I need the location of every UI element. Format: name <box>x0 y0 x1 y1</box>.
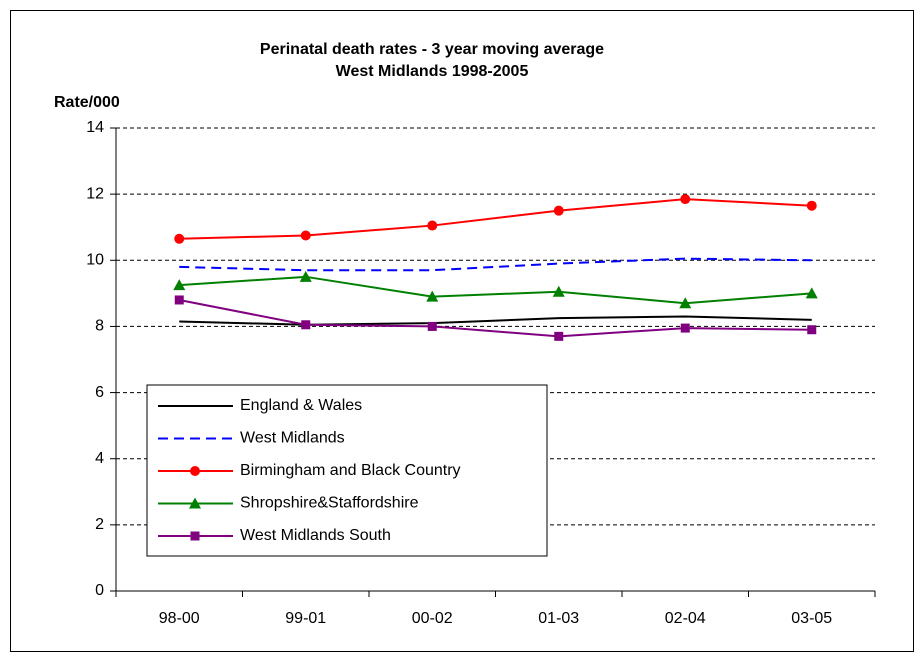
y-tick-label: 10 <box>86 252 104 269</box>
marker <box>806 200 817 211</box>
marker <box>427 220 438 231</box>
y-tick-label: 4 <box>95 450 104 467</box>
series-line <box>179 257 812 272</box>
marker <box>174 233 185 244</box>
marker <box>189 497 201 509</box>
marker <box>679 297 692 309</box>
marker <box>299 270 312 282</box>
series-line <box>179 315 812 326</box>
y-axis-label: Rate/000 <box>54 94 120 111</box>
chart-title: Perinatal death rates - 3 year moving av… <box>260 41 604 58</box>
series-line <box>179 275 812 305</box>
x-tick-label: 98-00 <box>159 610 200 627</box>
marker <box>301 320 311 330</box>
y-tick-label: 8 <box>95 318 104 335</box>
marker <box>807 325 817 335</box>
legend-label: Shropshire&Staffordshire <box>240 495 419 512</box>
x-tick-label: 03-05 <box>791 610 832 627</box>
legend-label: Birmingham and Black Country <box>240 462 461 479</box>
legend-label: West Midlands South <box>240 527 391 544</box>
legend-label: England & Wales <box>240 397 362 414</box>
x-tick-label: 99-01 <box>285 610 326 627</box>
y-tick-label: 0 <box>95 582 104 599</box>
chart-subtitle: West Midlands 1998-2005 <box>336 63 529 80</box>
series-line <box>179 298 812 338</box>
y-tick-label: 14 <box>86 119 104 136</box>
x-tick-label: 00-02 <box>412 610 453 627</box>
y-tick-label: 6 <box>95 384 104 401</box>
x-tick-label: 02-04 <box>665 610 706 627</box>
marker <box>680 194 691 205</box>
marker <box>680 323 690 333</box>
y-tick-label: 2 <box>95 516 104 533</box>
marker <box>427 321 437 331</box>
series-line <box>179 198 812 240</box>
marker <box>553 205 564 216</box>
legend-label: West Midlands <box>240 430 345 447</box>
marker <box>554 331 564 341</box>
marker <box>190 531 200 541</box>
marker <box>426 290 439 302</box>
marker <box>552 285 565 297</box>
marker <box>300 230 311 241</box>
marker <box>805 287 818 299</box>
y-tick-label: 12 <box>86 185 104 202</box>
marker <box>173 279 186 291</box>
marker <box>190 466 200 476</box>
marker <box>174 295 184 305</box>
x-tick-label: 01-03 <box>538 610 579 627</box>
